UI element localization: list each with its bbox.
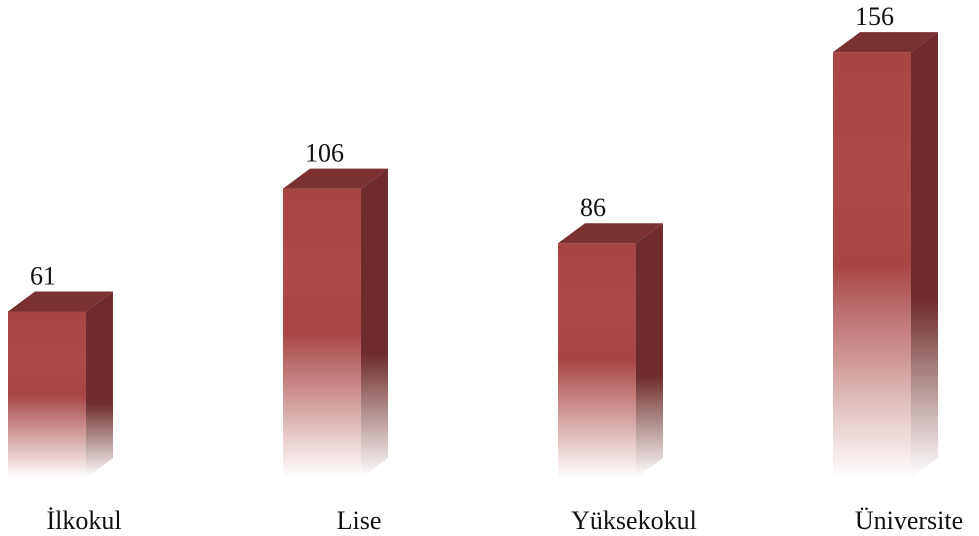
bar <box>283 168 388 478</box>
bar-front <box>283 188 361 478</box>
bar <box>8 291 113 478</box>
bar <box>833 32 938 479</box>
x-tick-label: İlkokul <box>46 506 121 535</box>
bar-top <box>283 168 388 189</box>
bar-front <box>558 243 636 478</box>
bar-top <box>558 223 663 244</box>
value-label: 156 <box>855 2 894 31</box>
value-label: 61 <box>30 261 56 290</box>
bar-front <box>833 52 911 479</box>
bar-side <box>86 291 113 478</box>
bar <box>558 223 663 478</box>
bar-top <box>8 291 113 312</box>
value-label: 106 <box>305 139 344 168</box>
bar-top <box>833 32 938 53</box>
x-tick-label: Üniversite <box>855 506 963 535</box>
x-tick-label: Lise <box>337 506 382 535</box>
bar-front <box>8 311 86 478</box>
bar-side <box>636 223 663 478</box>
x-tick-label: Yüksekokul <box>571 506 697 535</box>
bar-side <box>911 32 938 479</box>
value-label: 86 <box>580 193 606 222</box>
bar-side <box>361 168 388 478</box>
